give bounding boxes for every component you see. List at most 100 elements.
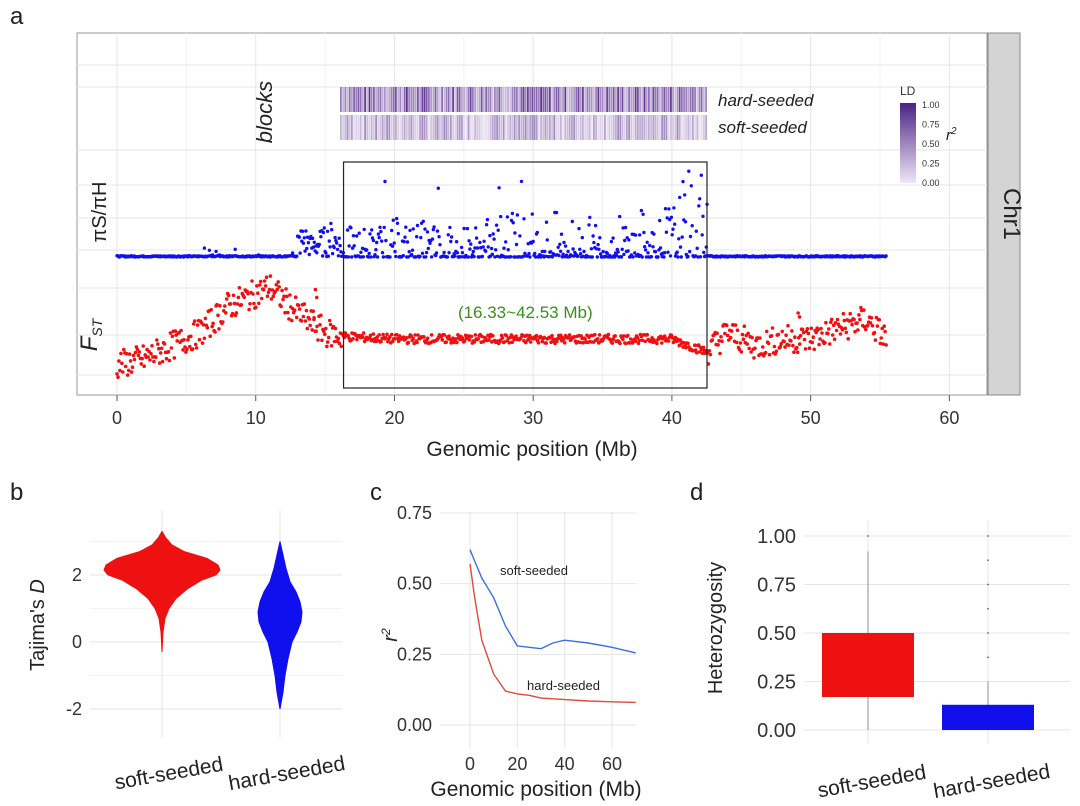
ld-block-soft [403, 115, 406, 140]
ld-block-soft [604, 115, 606, 140]
ld-block-hard [645, 87, 648, 112]
fst-point [840, 327, 845, 332]
ld-block-soft [417, 115, 419, 140]
pi-ratio-point [349, 226, 353, 230]
fst-point [248, 302, 252, 306]
fst-point [327, 318, 332, 323]
pi-ratio-point [404, 225, 408, 229]
pi-ratio-point [667, 207, 671, 211]
fst-point [824, 320, 828, 325]
fst-point [299, 319, 304, 323]
ld-block-hard [533, 87, 536, 112]
pi-ratio-point [290, 251, 295, 255]
ld-block-hard [432, 87, 435, 112]
ld-block-hard [381, 87, 384, 112]
ld-block-hard [388, 87, 391, 112]
ld-block-hard [463, 87, 465, 112]
ld-block-soft [705, 115, 707, 140]
fst-point [254, 284, 259, 288]
fst-point [774, 349, 779, 354]
pi-ratio-point [506, 248, 510, 252]
pi-ratio-point [459, 255, 463, 259]
fst-point [250, 279, 254, 283]
pi-ratio-point [428, 241, 432, 245]
fst-point [377, 333, 382, 337]
pi-ratio-point [447, 251, 451, 255]
ld-block-soft [388, 115, 391, 140]
fst-point [320, 338, 324, 343]
panel-d-y-label: Heterozygosity [705, 562, 727, 694]
ld-block-hard [584, 87, 586, 112]
fst-point [801, 330, 806, 335]
fst-point [351, 337, 355, 341]
ld-block-soft [392, 115, 395, 140]
fst-point [456, 333, 460, 337]
fst-point [868, 321, 873, 325]
fst-point [371, 332, 376, 336]
fst-point [139, 362, 144, 366]
fst-point [635, 335, 640, 340]
fst-point [130, 365, 135, 370]
pi-ratio-point [448, 225, 452, 230]
pi-ratio-point [698, 255, 703, 259]
ld-block-hard [663, 87, 666, 112]
pi-ratio-point [611, 236, 615, 240]
box-outlier [987, 535, 989, 537]
fst-point [883, 329, 887, 334]
ld-block-hard [553, 87, 556, 112]
ld-block-soft [489, 115, 492, 140]
ld-block-soft [551, 115, 553, 140]
ld-block-soft [344, 115, 347, 140]
fst-point [422, 335, 426, 339]
ld-block-hard [359, 87, 362, 112]
pi-ratio-point [558, 249, 563, 253]
ld-block-soft [406, 115, 408, 140]
fst-point [175, 339, 179, 343]
ld-legend-tick-label: 0.50 [922, 139, 940, 149]
fst-point [274, 283, 279, 287]
ld-block-hard [511, 87, 514, 112]
pi-ratio-point [557, 253, 561, 258]
pi-ratio-point [633, 251, 637, 255]
ld-block-soft [654, 115, 657, 140]
ld-block-hard [478, 87, 481, 112]
ld-block-soft [676, 115, 679, 140]
fst-point [753, 346, 757, 351]
ld-block-soft [408, 115, 410, 140]
pi-ratio-point [460, 251, 465, 255]
fst-point [197, 337, 202, 342]
ld-block-hard [366, 87, 369, 112]
pi-ratio-point [514, 242, 519, 247]
fst-point [862, 308, 866, 312]
ld-block-hard [399, 87, 402, 112]
ld-block-hard [637, 87, 639, 112]
fst-point [870, 324, 875, 328]
pi-ratio-point [418, 254, 422, 259]
ld-block-hard [516, 87, 518, 112]
ld-block-soft [465, 115, 468, 140]
fst-outlier-point [312, 317, 316, 322]
ld-block-hard [520, 87, 523, 112]
pi-ratio-point [571, 247, 575, 251]
fst-point [718, 351, 722, 356]
pi-ratio-point [420, 251, 425, 255]
pi-ratio-point [431, 227, 435, 232]
panel-d-y-tick-label: 0.25 [757, 672, 796, 694]
pi-ratio-point [686, 254, 690, 259]
ld-block-soft [628, 115, 630, 140]
fst-point [791, 343, 795, 348]
ld-block-soft [623, 115, 626, 140]
fst-point [555, 339, 559, 344]
fst-point [381, 332, 385, 337]
panel-b-y-tick-label: 2 [72, 565, 82, 585]
pi-ratio-point [653, 250, 658, 254]
ld-block-hard [467, 87, 470, 112]
pi-ratio-point [638, 233, 642, 237]
fst-point [157, 346, 161, 351]
ld-block-soft [373, 115, 375, 140]
pi-ratio-point [370, 228, 374, 232]
fst-point [191, 322, 196, 326]
fst-point [133, 350, 138, 355]
pi-ratio-point [302, 236, 306, 240]
pi-ratio-point [620, 247, 624, 251]
